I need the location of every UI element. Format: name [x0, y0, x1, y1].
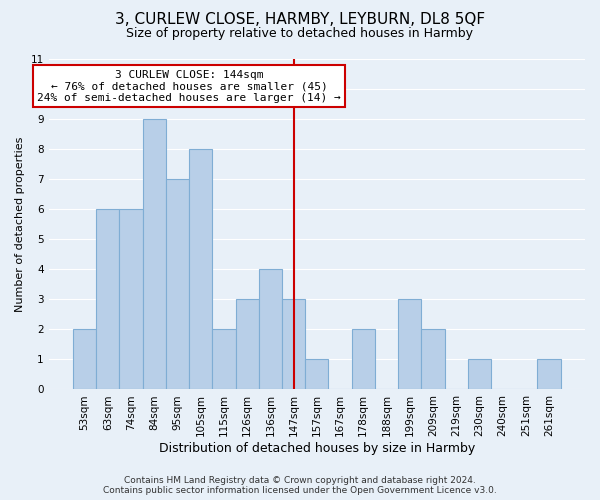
Bar	[143, 119, 166, 390]
Bar	[73, 330, 96, 390]
Bar	[212, 330, 236, 390]
Bar	[259, 270, 282, 390]
Bar	[166, 179, 189, 390]
Bar	[236, 300, 259, 390]
X-axis label: Distribution of detached houses by size in Harmby: Distribution of detached houses by size …	[159, 442, 475, 455]
Bar	[282, 300, 305, 390]
Bar	[189, 149, 212, 390]
Bar	[119, 209, 143, 390]
Text: 3, CURLEW CLOSE, HARMBY, LEYBURN, DL8 5QF: 3, CURLEW CLOSE, HARMBY, LEYBURN, DL8 5Q…	[115, 12, 485, 28]
Y-axis label: Number of detached properties: Number of detached properties	[15, 136, 25, 312]
Text: Size of property relative to detached houses in Harmby: Size of property relative to detached ho…	[127, 28, 473, 40]
Bar	[305, 360, 328, 390]
Bar	[96, 209, 119, 390]
Text: Contains HM Land Registry data © Crown copyright and database right 2024.
Contai: Contains HM Land Registry data © Crown c…	[103, 476, 497, 495]
Bar	[398, 300, 421, 390]
Bar	[538, 360, 560, 390]
Text: 3 CURLEW CLOSE: 144sqm
← 76% of detached houses are smaller (45)
24% of semi-det: 3 CURLEW CLOSE: 144sqm ← 76% of detached…	[37, 70, 341, 102]
Bar	[352, 330, 375, 390]
Bar	[421, 330, 445, 390]
Bar	[468, 360, 491, 390]
